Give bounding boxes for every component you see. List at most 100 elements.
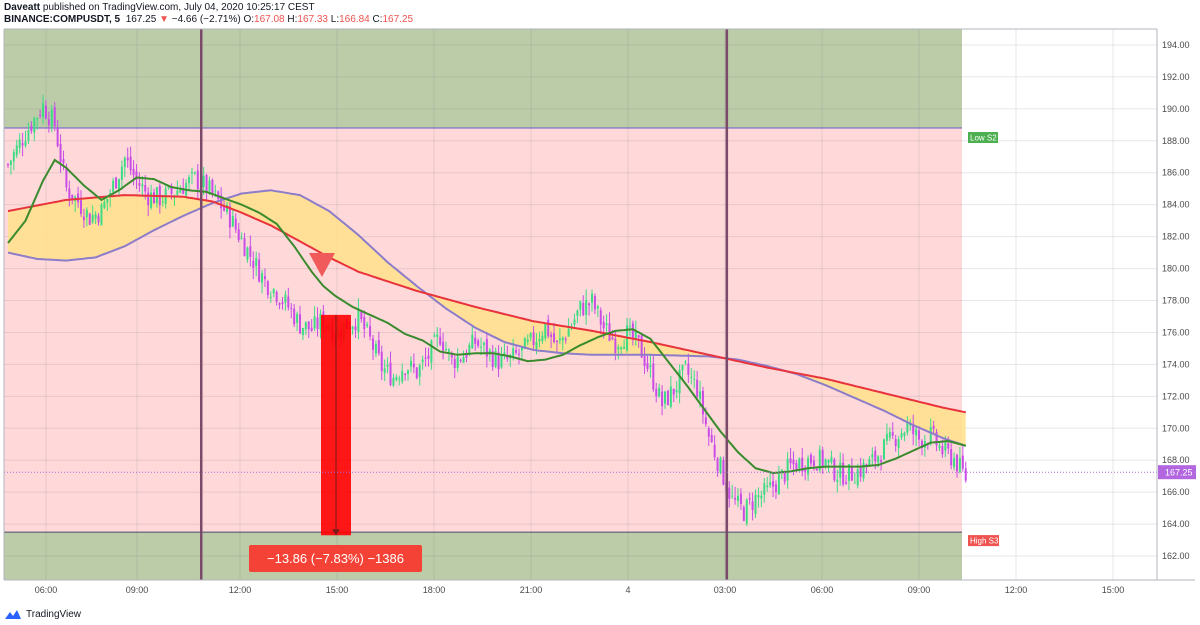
- candle-body: [888, 432, 891, 438]
- candle-body: [161, 201, 164, 203]
- candle-body: [515, 350, 518, 353]
- candle-body: [734, 497, 737, 500]
- candle-body: [129, 156, 132, 171]
- open-value: 167.08: [254, 14, 285, 25]
- publisher-name[interactable]: Daveatt: [4, 2, 41, 13]
- candle-body: [415, 367, 418, 379]
- candle-body: [477, 340, 480, 347]
- candle-body: [593, 295, 596, 310]
- candle-body: [544, 323, 547, 339]
- candle-body: [862, 462, 865, 479]
- candle-body: [389, 362, 392, 385]
- x-tick-label: 06:00: [35, 585, 58, 595]
- candle-body: [795, 463, 798, 472]
- candle-body: [605, 323, 608, 326]
- close-value: 167.25: [382, 14, 414, 25]
- candle-body: [293, 308, 296, 325]
- candle-body: [471, 334, 474, 349]
- candle-body: [252, 260, 255, 269]
- candle-body: [179, 189, 182, 193]
- candle-body: [947, 443, 950, 449]
- candle-body: [772, 481, 775, 487]
- candle-body: [319, 313, 322, 330]
- candle-body: [815, 468, 818, 471]
- candle-body: [42, 103, 45, 117]
- candle-body: [646, 363, 649, 369]
- candle-body: [754, 494, 757, 514]
- candle-body: [117, 178, 120, 190]
- candle-body: [561, 337, 564, 341]
- candle-body: [141, 184, 144, 187]
- candle-body: [272, 289, 275, 294]
- candle-body: [500, 354, 503, 368]
- candle-body: [474, 337, 477, 344]
- candle-body: [728, 487, 731, 499]
- candle-body: [853, 482, 856, 484]
- candle-body: [573, 319, 576, 325]
- green-ma-line: [7, 158, 967, 475]
- high-value: 167.33: [297, 14, 328, 25]
- y-tick-label: 180.00: [1162, 264, 1190, 274]
- candle-body: [115, 177, 118, 189]
- candle-body: [255, 257, 258, 267]
- candle-body: [71, 194, 74, 201]
- candle-body: [649, 365, 652, 368]
- candle-body: [699, 391, 702, 399]
- candle-body: [269, 296, 272, 298]
- candle-body: [80, 200, 82, 214]
- candle-body: [812, 460, 815, 467]
- candle-body: [690, 376, 693, 378]
- candle-body: [684, 361, 687, 363]
- candle-body: [655, 388, 658, 397]
- candle-body: [535, 341, 538, 349]
- candle-body: [290, 308, 293, 310]
- candle-body: [833, 459, 836, 481]
- red-ma-line: [7, 194, 966, 414]
- candle-body: [839, 462, 842, 478]
- candle-body: [398, 378, 401, 380]
- tradingview-logo-icon: [5, 610, 21, 619]
- candle-body: [68, 188, 71, 199]
- low-s2-label-box: [968, 132, 998, 144]
- candle-body: [412, 363, 415, 368]
- candle-body: [395, 377, 398, 380]
- candle-body: [742, 507, 745, 521]
- candle-body: [442, 341, 445, 351]
- candle-body: [585, 300, 588, 316]
- candle-body: [766, 485, 769, 488]
- upper-green-zone: [4, 29, 962, 129]
- candle-body: [27, 130, 30, 141]
- candle-body: [798, 458, 801, 469]
- candle-body: [424, 357, 427, 359]
- footer-brand[interactable]: TradingView: [4, 606, 81, 622]
- candle-body: [36, 118, 39, 120]
- candle-body: [538, 339, 541, 342]
- candle-body: [769, 482, 772, 486]
- symbol-label[interactable]: BINANCE:COMPUSDT, 5: [4, 14, 121, 25]
- candle-body: [62, 159, 65, 164]
- candle-body: [897, 439, 900, 448]
- low-s2-label: Low S2: [970, 134, 997, 143]
- candle-body: [541, 335, 544, 342]
- candle-body: [719, 457, 722, 473]
- candle-body: [310, 327, 313, 331]
- candle-body: [170, 187, 173, 194]
- candle-body: [956, 454, 958, 472]
- candle-body: [409, 360, 412, 367]
- candle-body: [372, 338, 374, 350]
- candle-body: [941, 446, 944, 455]
- candle-body: [363, 317, 366, 330]
- candle-body: [106, 198, 109, 203]
- candle-body: [880, 460, 883, 462]
- candle-body: [964, 468, 967, 481]
- candle-body: [380, 351, 383, 372]
- candle-body: [710, 434, 713, 443]
- candle-body: [666, 390, 669, 405]
- candle-body: [661, 391, 664, 407]
- candle-body: [421, 359, 424, 363]
- last-price: 167.25: [125, 14, 157, 25]
- candle-body: [97, 215, 100, 223]
- candle-body: [847, 464, 850, 481]
- candle-body: [138, 183, 141, 186]
